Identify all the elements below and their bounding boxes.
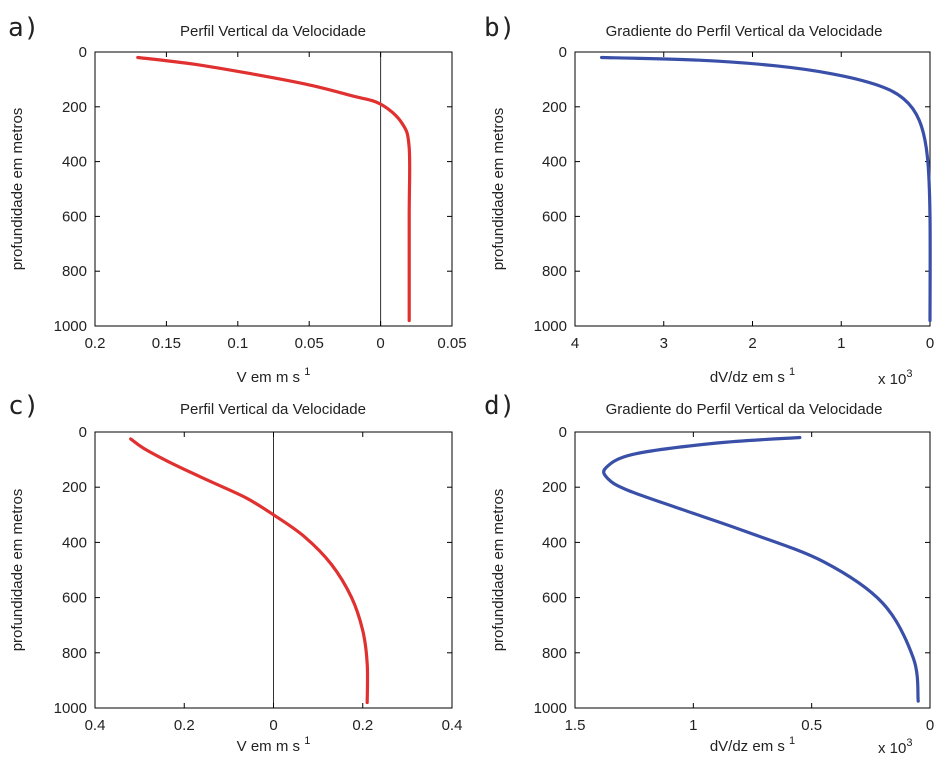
x-tick-label: 0.4 bbox=[85, 717, 106, 734]
y-axis-label: profundidade em metros bbox=[490, 489, 507, 652]
x-scale-note: x 103 bbox=[878, 737, 912, 757]
y-tick-label: 0 bbox=[559, 44, 567, 61]
y-tick-label: 800 bbox=[62, 645, 87, 662]
x-tick-label: 0 bbox=[269, 717, 277, 734]
chart-title: Perfil Vertical da Velocidade bbox=[180, 401, 366, 418]
chart-title: Perfil Vertical da Velocidade bbox=[180, 23, 366, 40]
x-tick-label: 0 bbox=[926, 335, 934, 352]
x-tick-label: 0 bbox=[926, 717, 934, 734]
y-tick-label: 400 bbox=[542, 154, 567, 171]
y-tick-label: 200 bbox=[62, 479, 87, 496]
y-tick-label: 1000 bbox=[534, 700, 567, 717]
panel-2: b) Gradiente do Perfil Vertical da Veloci… bbox=[484, 13, 934, 388]
x-tick-label: 0.4 bbox=[442, 717, 463, 734]
y-tick-label: 600 bbox=[62, 590, 87, 607]
y-tick-label: 600 bbox=[542, 208, 567, 225]
x-tick-label: 0.05 bbox=[295, 335, 324, 352]
panel-1: a) Perfil Vertical da Velocidade 0.2 0.15 0.… bbox=[8, 13, 467, 386]
panel-4: d) Gradiente do Perfil Vertical da Veloci… bbox=[484, 391, 934, 757]
x-tick-label: 0.2 bbox=[85, 335, 106, 352]
y-tick-label: 800 bbox=[62, 263, 87, 280]
y-tick-label: 400 bbox=[542, 534, 567, 551]
panel-letter: c) bbox=[8, 391, 39, 421]
x-scale-note: x 103 bbox=[878, 368, 912, 388]
plot-frame bbox=[574, 431, 931, 709]
x-axis-label: V em m s 1 bbox=[237, 735, 311, 755]
panel-letter: b) bbox=[484, 13, 515, 43]
x-tick-label: 0.1 bbox=[227, 335, 248, 352]
panel-3: c) Perfil Vertical da Velocidade 0.4 0.2 0 0.… bbox=[8, 391, 462, 755]
y-tick-label: 600 bbox=[62, 208, 87, 225]
x-tick-label: 2 bbox=[748, 335, 756, 352]
y-tick-label: 200 bbox=[542, 479, 567, 496]
x-axis-label: dV/dz em s 1 bbox=[710, 366, 795, 386]
y-axis-label: profundidade em metros bbox=[9, 489, 26, 652]
y-tick-label: 800 bbox=[542, 263, 567, 280]
plot-frame bbox=[94, 51, 453, 327]
y-tick-label: 400 bbox=[62, 534, 87, 551]
x-axis-label: dV/dz em s 1 bbox=[710, 735, 795, 755]
x-tick-label: 0.15 bbox=[152, 335, 181, 352]
chart-title: Gradiente do Perfil Vertical da Velocida… bbox=[606, 23, 883, 40]
x-tick-label: 4 bbox=[571, 335, 579, 352]
x-tick-label: 0.2 bbox=[352, 717, 373, 734]
x-tick-label: 0.05 bbox=[437, 335, 466, 352]
y-tick-label: 0 bbox=[79, 44, 87, 61]
y-tick-label: 400 bbox=[62, 154, 87, 171]
plot-frame bbox=[574, 51, 931, 327]
y-axis-label: profundidade em metros bbox=[490, 108, 507, 271]
series-line bbox=[129, 437, 370, 705]
x-tick-label: 1.5 bbox=[565, 717, 586, 734]
series-line bbox=[136, 55, 412, 323]
x-tick-label: 3 bbox=[660, 335, 668, 352]
x-axis-label: V em m s 1 bbox=[237, 366, 311, 386]
y-axis-label: profundidade em metros bbox=[9, 108, 26, 271]
series-line bbox=[600, 55, 932, 323]
panel-letter: a) bbox=[8, 13, 39, 43]
y-tick-label: 1000 bbox=[534, 318, 567, 335]
x-tick-label: 1 bbox=[837, 335, 845, 352]
x-tick-label: 1 bbox=[689, 717, 697, 734]
y-tick-label: 600 bbox=[542, 590, 567, 607]
y-tick-label: 0 bbox=[79, 424, 87, 441]
x-tick-label: 0.5 bbox=[801, 717, 822, 734]
chart-title: Gradiente do Perfil Vertical da Velocida… bbox=[606, 401, 883, 418]
series-line bbox=[602, 435, 920, 703]
y-tick-label: 800 bbox=[542, 645, 567, 662]
y-tick-label: 1000 bbox=[54, 700, 87, 717]
y-tick-label: 0 bbox=[559, 424, 567, 441]
y-tick-label: 200 bbox=[62, 99, 87, 116]
y-tick-label: 200 bbox=[542, 99, 567, 116]
x-tick-label: 0.2 bbox=[174, 717, 195, 734]
y-tick-label: 1000 bbox=[54, 318, 87, 335]
x-tick-label: 0 bbox=[376, 335, 384, 352]
panel-letter: d) bbox=[484, 391, 515, 421]
